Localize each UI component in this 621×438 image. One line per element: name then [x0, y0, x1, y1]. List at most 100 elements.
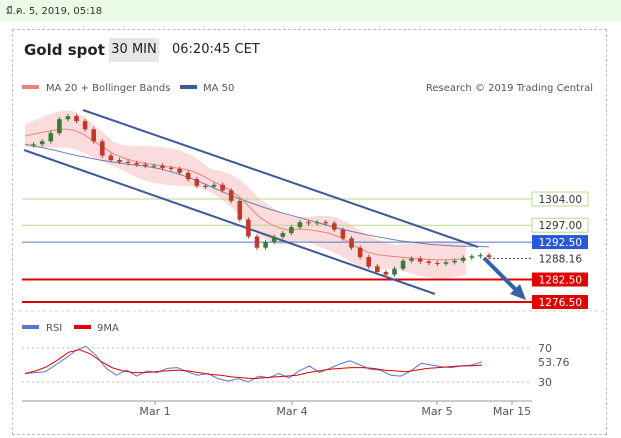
forecast-arrow-head: [510, 284, 526, 300]
candle-body: [349, 238, 354, 248]
level-label-1297.00: 1297.00: [539, 220, 582, 232]
candle-body: [271, 236, 277, 242]
candle-body: [143, 164, 148, 166]
legend-9ma-label: 9MA: [97, 323, 119, 334]
candle-body: [478, 255, 483, 257]
candle-body: [177, 169, 182, 173]
candle-body: [263, 242, 268, 248]
candle-body: [125, 161, 131, 163]
chart-time: 06:20:45 CET: [172, 42, 260, 57]
timeframe-badge[interactable]: 30 MIN: [109, 38, 159, 62]
candle-body: [151, 165, 157, 167]
level-label-1304.00: 1304.00: [539, 194, 582, 206]
candle-body: [48, 133, 54, 142]
candle-body: [91, 129, 96, 142]
candle-body: [211, 184, 217, 187]
bollinger-band: [25, 110, 466, 279]
rsi-chart: 70 30 53.76: [22, 342, 570, 389]
candle-body: [366, 257, 371, 267]
last-price-label: 1288.16: [539, 253, 583, 265]
candle-body: [220, 184, 225, 191]
level-label-1292.50: 1292.50: [539, 237, 582, 249]
chart-header: Gold spot 30 MIN 06:20:45 CET: [13, 30, 606, 68]
candle-body: [340, 229, 346, 239]
rsi-tick-70: 70: [538, 342, 552, 355]
rsi-last-value: 53.76: [538, 356, 570, 369]
candle-body: [57, 119, 62, 134]
candle-body: [486, 255, 492, 258]
candle-body: [39, 141, 45, 145]
candle-body: [65, 116, 71, 120]
level-tag-1292.50: [532, 235, 588, 250]
status-bar: มี.ค. 5, 2019, 05:18: [0, 0, 621, 21]
x-tick-label: Mar 4: [276, 405, 307, 418]
candle-body: [100, 141, 105, 156]
candle-body: [246, 219, 251, 237]
level-tag-1304.00: [531, 191, 589, 207]
candle-body: [469, 256, 475, 258]
channel-lower-line: [23, 149, 436, 295]
candle-body: [194, 179, 200, 186]
candle-body: [74, 116, 79, 122]
forecast-arrow-shaft: [482, 256, 520, 294]
level-tag-1276.50: [532, 295, 588, 309]
candle-body: [323, 222, 328, 224]
x-tick-label: Mar 5: [421, 405, 452, 418]
legend-ma20-swatch: [22, 85, 39, 89]
candle-body: [289, 227, 294, 234]
candle-body: [452, 260, 457, 263]
level-label-1276.50: 1276.50: [539, 297, 582, 309]
legend-rsi-swatch: [22, 325, 39, 329]
candle-body: [82, 121, 88, 130]
instrument-title: Gold spot: [24, 41, 105, 59]
candle-body: [314, 222, 320, 224]
x-tick-label: Mar 1: [139, 405, 170, 418]
candle-body: [409, 258, 414, 261]
candle-body: [160, 165, 165, 168]
legend-ma50-label: MA 50: [203, 83, 234, 94]
candle-body: [134, 163, 139, 165]
x-axis: Mar 1 Mar 4 Mar 5 Mar 15: [139, 401, 531, 418]
rsi-9ma-line: [24, 349, 483, 380]
x-tick-label: Mar 15: [493, 405, 531, 418]
legend-rsi-label: RSI: [46, 323, 62, 334]
candle-body: [383, 272, 389, 275]
candle-body: [392, 268, 397, 275]
candle-body: [297, 222, 303, 228]
candle-body: [426, 261, 432, 263]
candle-body: [185, 172, 191, 180]
legend-ma20-label: MA 20 + Bollinger Bands: [46, 83, 170, 94]
candle-body: [435, 263, 440, 264]
channel-upper-line: [82, 109, 479, 248]
level-tag-1297.00: [531, 217, 589, 233]
candle-body: [228, 190, 234, 201]
rsi-tick-30: 30: [538, 376, 552, 389]
legend-ma50-swatch: [180, 85, 197, 89]
candle-body: [357, 247, 363, 258]
last-price-tag: [532, 251, 588, 266]
candle-body: [460, 257, 466, 261]
candle-body: [332, 223, 337, 230]
candle-body: [108, 155, 114, 161]
price-chart: 1304.00 1297.00 1292.50 1288.16 1282.50 1276.…: [22, 109, 589, 309]
candle-body: [168, 167, 174, 169]
candle-body: [417, 258, 423, 262]
candle-body: [400, 260, 406, 269]
candle-body: [203, 185, 208, 187]
level-label-1282.50: 1282.50: [539, 275, 582, 287]
legend-credit: Research © 2019 Trading Central: [426, 83, 593, 94]
legend-9ma-swatch: [74, 325, 91, 329]
status-timestamp: มี.ค. 5, 2019, 05:18: [6, 6, 103, 17]
candle-body: [117, 160, 122, 162]
candle-body: [306, 222, 311, 224]
candle-body: [280, 233, 286, 237]
ma50-line: [24, 143, 490, 248]
candle-body: [237, 200, 243, 220]
candle-body: [375, 266, 380, 272]
candle-body: [443, 262, 449, 264]
ma20-line: [24, 128, 466, 261]
level-tag-1282.50: [532, 272, 588, 287]
rsi-line: [24, 345, 483, 383]
candle-body: [31, 144, 36, 146]
